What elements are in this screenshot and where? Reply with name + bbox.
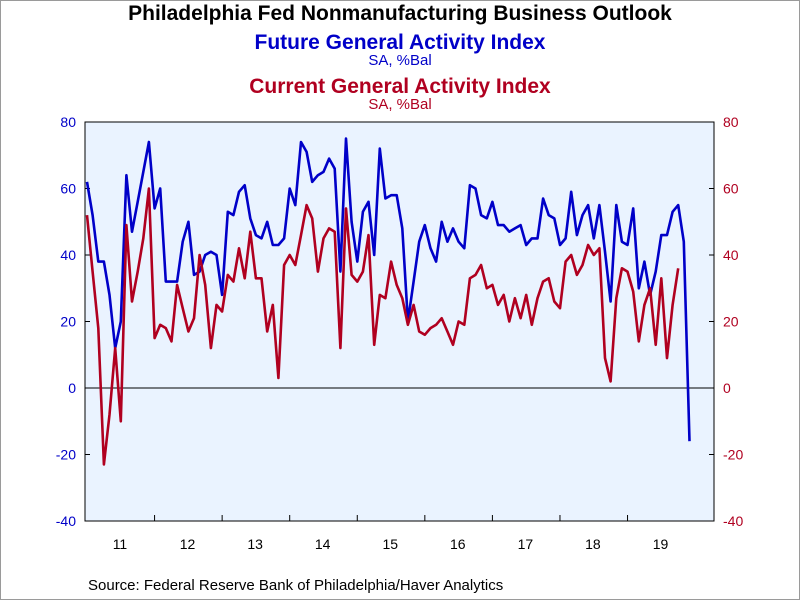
- y2-tick-label: -40: [723, 513, 743, 529]
- y2-tick-label: 60: [723, 181, 739, 197]
- x-tick-label: 16: [450, 536, 466, 552]
- series-line-future-general-activity: [85, 137, 691, 442]
- x-tick-label: 15: [382, 536, 398, 552]
- x-tick-label: 12: [180, 536, 196, 552]
- series2-title: Current General Activity Index: [249, 75, 551, 98]
- x-tick-label: 18: [585, 536, 601, 552]
- x-tick-label: 13: [247, 536, 263, 552]
- y2-tick-label: 80: [723, 114, 739, 130]
- y-tick-label: 60: [60, 181, 76, 197]
- chart-title: Philadelphia Fed Nonmanufacturing Busine…: [128, 2, 672, 25]
- y2-tick-label: 20: [723, 314, 739, 330]
- series1-title: Future General Activity Index: [254, 31, 546, 54]
- y-tick-label: -20: [56, 447, 76, 463]
- y-tick-label: 20: [60, 314, 76, 330]
- x-tick-label: 19: [653, 536, 669, 552]
- y-tick-label: -40: [56, 513, 76, 529]
- y-tick-label: 40: [60, 247, 76, 263]
- y-tick-label: 80: [60, 114, 76, 130]
- y2-tick-label: 0: [723, 380, 731, 396]
- series-line-current-general-activity: [85, 187, 680, 466]
- x-tick-label: 17: [518, 536, 534, 552]
- series1-units: SA, %Bal: [368, 52, 432, 69]
- y2-tick-label: 40: [723, 247, 739, 263]
- plot-area: [84, 121, 715, 522]
- source-note: Source: Federal Reserve Bank of Philadel…: [88, 577, 504, 594]
- x-tick-label: 14: [315, 536, 331, 552]
- y-tick-label: 0: [68, 380, 76, 396]
- y2-tick-label: -20: [723, 447, 743, 463]
- series2-units: SA, %Bal: [368, 96, 432, 113]
- x-tick-label: 11: [113, 536, 128, 552]
